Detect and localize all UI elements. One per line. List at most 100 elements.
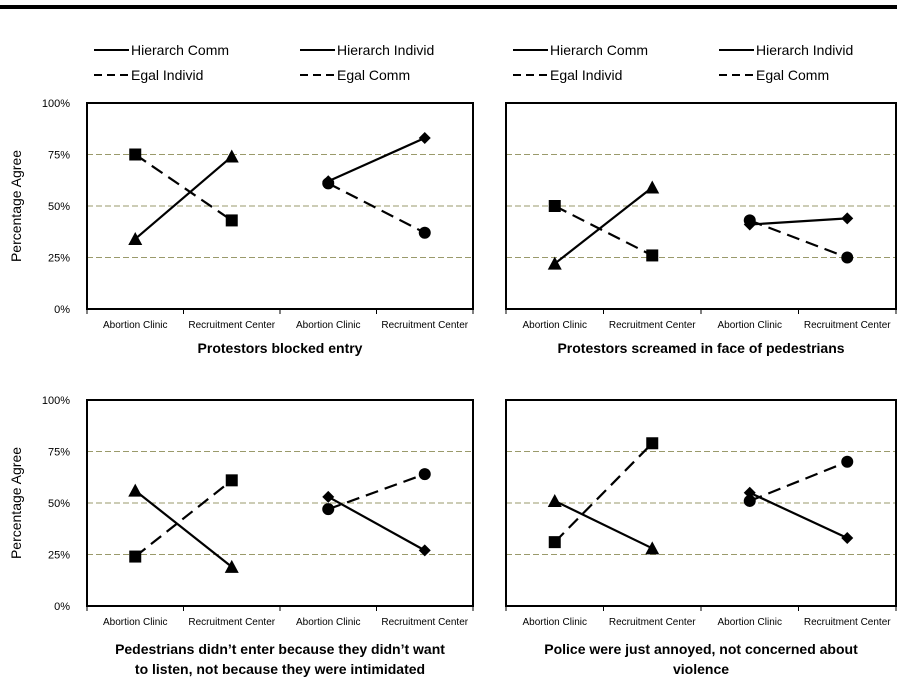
series-egal-individ bbox=[129, 148, 238, 227]
series-line-hierarch-individ bbox=[327, 495, 426, 552]
series-hierarch-comm bbox=[128, 483, 239, 573]
series-line-hierarch-comm bbox=[554, 186, 653, 265]
x-category-label-recruitment-center: Recruitment Center bbox=[609, 617, 696, 628]
series-egal-comm bbox=[743, 455, 854, 507]
x-category-label-recruitment-center: Recruitment Center bbox=[804, 320, 891, 331]
legend-label-hierarch-individ: Hierarch Individ bbox=[337, 42, 434, 58]
legend-label-hierarch-comm: Hierarch Comm bbox=[550, 42, 648, 58]
series-hierarch-comm bbox=[128, 149, 239, 245]
series-line-egal-individ bbox=[554, 205, 653, 257]
legend-label-egal-comm: Egal Comm bbox=[756, 67, 829, 83]
series-line-egal-comm bbox=[749, 460, 848, 502]
data-point-egal-individ-2 bbox=[225, 474, 238, 487]
x-category-label-recruitment-center: Recruitment Center bbox=[804, 617, 891, 628]
legend: Hierarch Comm Egal Individ Hierarch Indivi… bbox=[94, 42, 434, 83]
data-point-egal-individ-2 bbox=[225, 214, 238, 227]
y-tick-label: 50% bbox=[48, 201, 70, 213]
y-tick-label: 0% bbox=[54, 304, 70, 316]
series-egal-comm bbox=[322, 177, 431, 239]
series-line-hierarch-individ bbox=[749, 491, 848, 540]
x-category-label-abortion-clinic: Abortion Clinic bbox=[103, 617, 167, 628]
data-point-egal-individ-1 bbox=[548, 200, 561, 212]
legend-label-egal-individ: Egal Individ bbox=[131, 67, 203, 83]
x-category-label-abortion-clinic: Abortion Clinic bbox=[296, 320, 360, 331]
x-axis-caption: Protestors blocked entry bbox=[198, 340, 363, 356]
data-point-egal-individ-1 bbox=[548, 536, 561, 549]
chart-panel-1: 0% 25% 50% 75% 100% Percentage Agree Abortion … bbox=[8, 42, 474, 356]
y-axis-label: Percentage Agree bbox=[8, 447, 24, 559]
series-line-hierarch-comm bbox=[134, 155, 233, 240]
legend-label-hierarch-comm: Hierarch Comm bbox=[131, 42, 229, 58]
x-axis-caption: Police were just annoyed, not concerned … bbox=[544, 641, 858, 677]
y-tick-label: 0% bbox=[54, 601, 70, 613]
data-point-egal-comm-1 bbox=[743, 494, 756, 507]
data-point-hierarch-individ-2 bbox=[841, 532, 854, 545]
data-point-hierarch-comm-1 bbox=[547, 493, 562, 507]
x-category-label-recruitment-center: Recruitment Center bbox=[381, 320, 468, 331]
series-egal-individ bbox=[129, 474, 238, 563]
series-line-egal-comm bbox=[327, 182, 426, 234]
top-rule bbox=[0, 5, 897, 9]
series-hierarch-comm bbox=[547, 180, 660, 270]
data-point-hierarch-comm-2 bbox=[224, 149, 239, 163]
x-category-label-abortion-clinic: Abortion Clinic bbox=[718, 320, 782, 331]
x-category-label-abortion-clinic: Abortion Clinic bbox=[718, 617, 782, 628]
x-category-label-recruitment-center: Recruitment Center bbox=[188, 320, 275, 331]
series-hierarch-individ bbox=[743, 212, 854, 231]
data-point-egal-individ-1 bbox=[129, 148, 142, 161]
y-tick-label: 25% bbox=[48, 253, 70, 265]
series-line-egal-individ bbox=[134, 479, 233, 558]
x-category-label-recruitment-center: Recruitment Center bbox=[381, 617, 468, 628]
data-point-hierarch-comm-2 bbox=[645, 541, 660, 555]
data-point-hierarch-comm-1 bbox=[547, 256, 562, 270]
data-point-egal-comm-1 bbox=[322, 503, 335, 516]
chart-panel-3: 0% 25% 50% 75% 100% Percentage Agree Abortion … bbox=[8, 395, 474, 677]
series-hierarch-comm bbox=[547, 493, 660, 555]
x-category-label-recruitment-center: Recruitment Center bbox=[609, 320, 696, 331]
legend-label-egal-comm: Egal Comm bbox=[337, 67, 410, 83]
y-tick-label: 25% bbox=[48, 550, 70, 562]
x-category-label-abortion-clinic: Abortion Clinic bbox=[103, 320, 167, 331]
x-axis-caption: Protestors screamed in face of pedestria… bbox=[557, 340, 844, 356]
data-point-hierarch-comm-2 bbox=[224, 559, 239, 573]
data-point-hierarch-comm-1 bbox=[128, 231, 143, 245]
series-line-hierarch-individ bbox=[327, 137, 426, 183]
y-tick-label: 100% bbox=[42, 395, 70, 407]
data-point-hierarch-comm-2 bbox=[645, 180, 660, 194]
data-point-egal-comm-2 bbox=[841, 251, 854, 264]
legend: Hierarch Comm Egal Individ Hierarch Indivi… bbox=[513, 42, 853, 83]
series-line-hierarch-individ bbox=[749, 217, 848, 226]
series-line-hierarch-comm bbox=[134, 489, 233, 568]
y-axis-label: Percentage Agree bbox=[8, 150, 24, 262]
legend-label-hierarch-individ: Hierarch Individ bbox=[756, 42, 853, 58]
data-point-hierarch-individ-1 bbox=[743, 486, 756, 499]
series-line-egal-comm bbox=[749, 219, 848, 259]
series-hierarch-individ bbox=[322, 490, 431, 557]
series-line-hierarch-comm bbox=[554, 499, 653, 550]
y-tick-label: 50% bbox=[48, 498, 70, 510]
series-hierarch-individ bbox=[322, 132, 431, 188]
data-point-egal-comm-1 bbox=[322, 177, 335, 190]
series-hierarch-individ bbox=[743, 486, 854, 545]
series-line-egal-individ bbox=[553, 442, 654, 543]
data-point-egal-comm-1 bbox=[743, 214, 756, 227]
y-tick-label: 75% bbox=[48, 447, 70, 459]
x-category-label-abortion-clinic: Abortion Clinic bbox=[523, 617, 587, 628]
y-tick-label: 100% bbox=[42, 98, 70, 110]
series-egal-comm bbox=[743, 214, 854, 264]
chart-panel-4: Abortion Clinic Recruitment Center Abortio… bbox=[505, 399, 897, 677]
x-category-label-abortion-clinic: Abortion Clinic bbox=[523, 320, 587, 331]
x-axis-caption: Pedestrians didn’t enter because they di… bbox=[115, 641, 445, 677]
legend-label-egal-individ: Egal Individ bbox=[550, 67, 622, 83]
x-category-label-abortion-clinic: Abortion Clinic bbox=[296, 617, 360, 628]
x-category-label-recruitment-center: Recruitment Center bbox=[188, 617, 275, 628]
y-tick-label: 75% bbox=[48, 150, 70, 162]
series-line-egal-individ bbox=[134, 153, 233, 222]
series-egal-individ bbox=[548, 437, 659, 549]
series-egal-comm bbox=[322, 468, 431, 516]
data-point-egal-individ-2 bbox=[646, 249, 659, 262]
data-point-egal-individ-1 bbox=[129, 550, 142, 563]
data-point-hierarch-comm-1 bbox=[128, 483, 143, 497]
data-point-egal-comm-2 bbox=[418, 226, 431, 239]
